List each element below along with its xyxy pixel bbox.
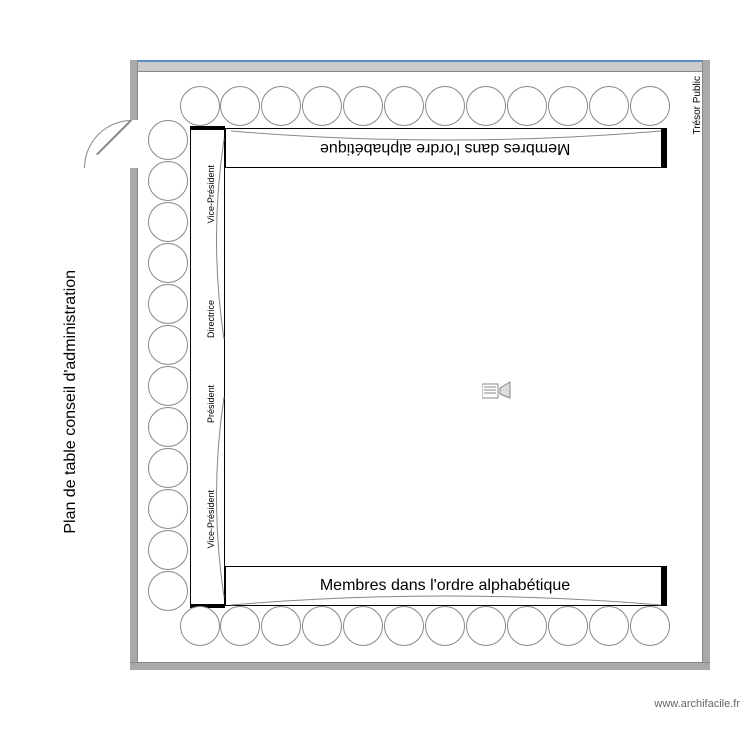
- table-top-endcap: [661, 128, 667, 168]
- seat: [302, 606, 342, 646]
- table-bottom-endcap: [661, 566, 667, 606]
- label-president: Président: [206, 385, 216, 423]
- seat: [148, 407, 188, 447]
- seat: [148, 243, 188, 283]
- seat: [148, 489, 188, 529]
- seat: [425, 606, 465, 646]
- seat: [148, 161, 188, 201]
- watermark: www.archifacile.fr: [654, 698, 740, 710]
- seat: [148, 530, 188, 570]
- diagram-title: Plan de table conseil d'administration: [62, 270, 80, 534]
- seat: [220, 86, 260, 126]
- seat: [302, 86, 342, 126]
- seat: [220, 606, 260, 646]
- table-bottom: Membres dans l'ordre alphabétique: [225, 566, 665, 606]
- seat: [507, 86, 547, 126]
- seat: [148, 448, 188, 488]
- seat-corner-z: [180, 86, 220, 126]
- seat: [425, 86, 465, 126]
- seat-corner-a: [180, 606, 220, 646]
- label-directrice: Directrice: [206, 300, 216, 338]
- seat: [148, 366, 188, 406]
- table-top: Membres dans l'ordre alphabétique: [225, 128, 665, 168]
- seat: [548, 86, 588, 126]
- table-left-endcap-top: [190, 126, 225, 130]
- seat: [466, 606, 506, 646]
- seat: [148, 120, 188, 160]
- seat: [384, 86, 424, 126]
- seat: [466, 86, 506, 126]
- table-top-label: Membres dans l'ordre alphabétique: [320, 139, 570, 157]
- seat: [548, 606, 588, 646]
- seat: [148, 571, 188, 611]
- seat: [384, 606, 424, 646]
- projector-icon: [482, 380, 512, 407]
- seat: [507, 606, 547, 646]
- seat: [148, 284, 188, 324]
- seat: [630, 86, 670, 126]
- seat: [589, 86, 629, 126]
- label-vp1: Vice-Président: [206, 165, 216, 223]
- seat: [589, 606, 629, 646]
- seat: [343, 86, 383, 126]
- seat: [148, 202, 188, 242]
- seat: [261, 86, 301, 126]
- label-vp2: Vice-Président: [206, 490, 216, 548]
- wall-top: [130, 60, 710, 72]
- seat: [630, 606, 670, 646]
- label-tresor: Trésor Public: [692, 76, 703, 135]
- table-bottom-arc: [226, 567, 666, 607]
- wall-right: [702, 60, 710, 670]
- wall-bottom: [130, 662, 710, 670]
- seat: [343, 606, 383, 646]
- seat: [148, 325, 188, 365]
- seat: [261, 606, 301, 646]
